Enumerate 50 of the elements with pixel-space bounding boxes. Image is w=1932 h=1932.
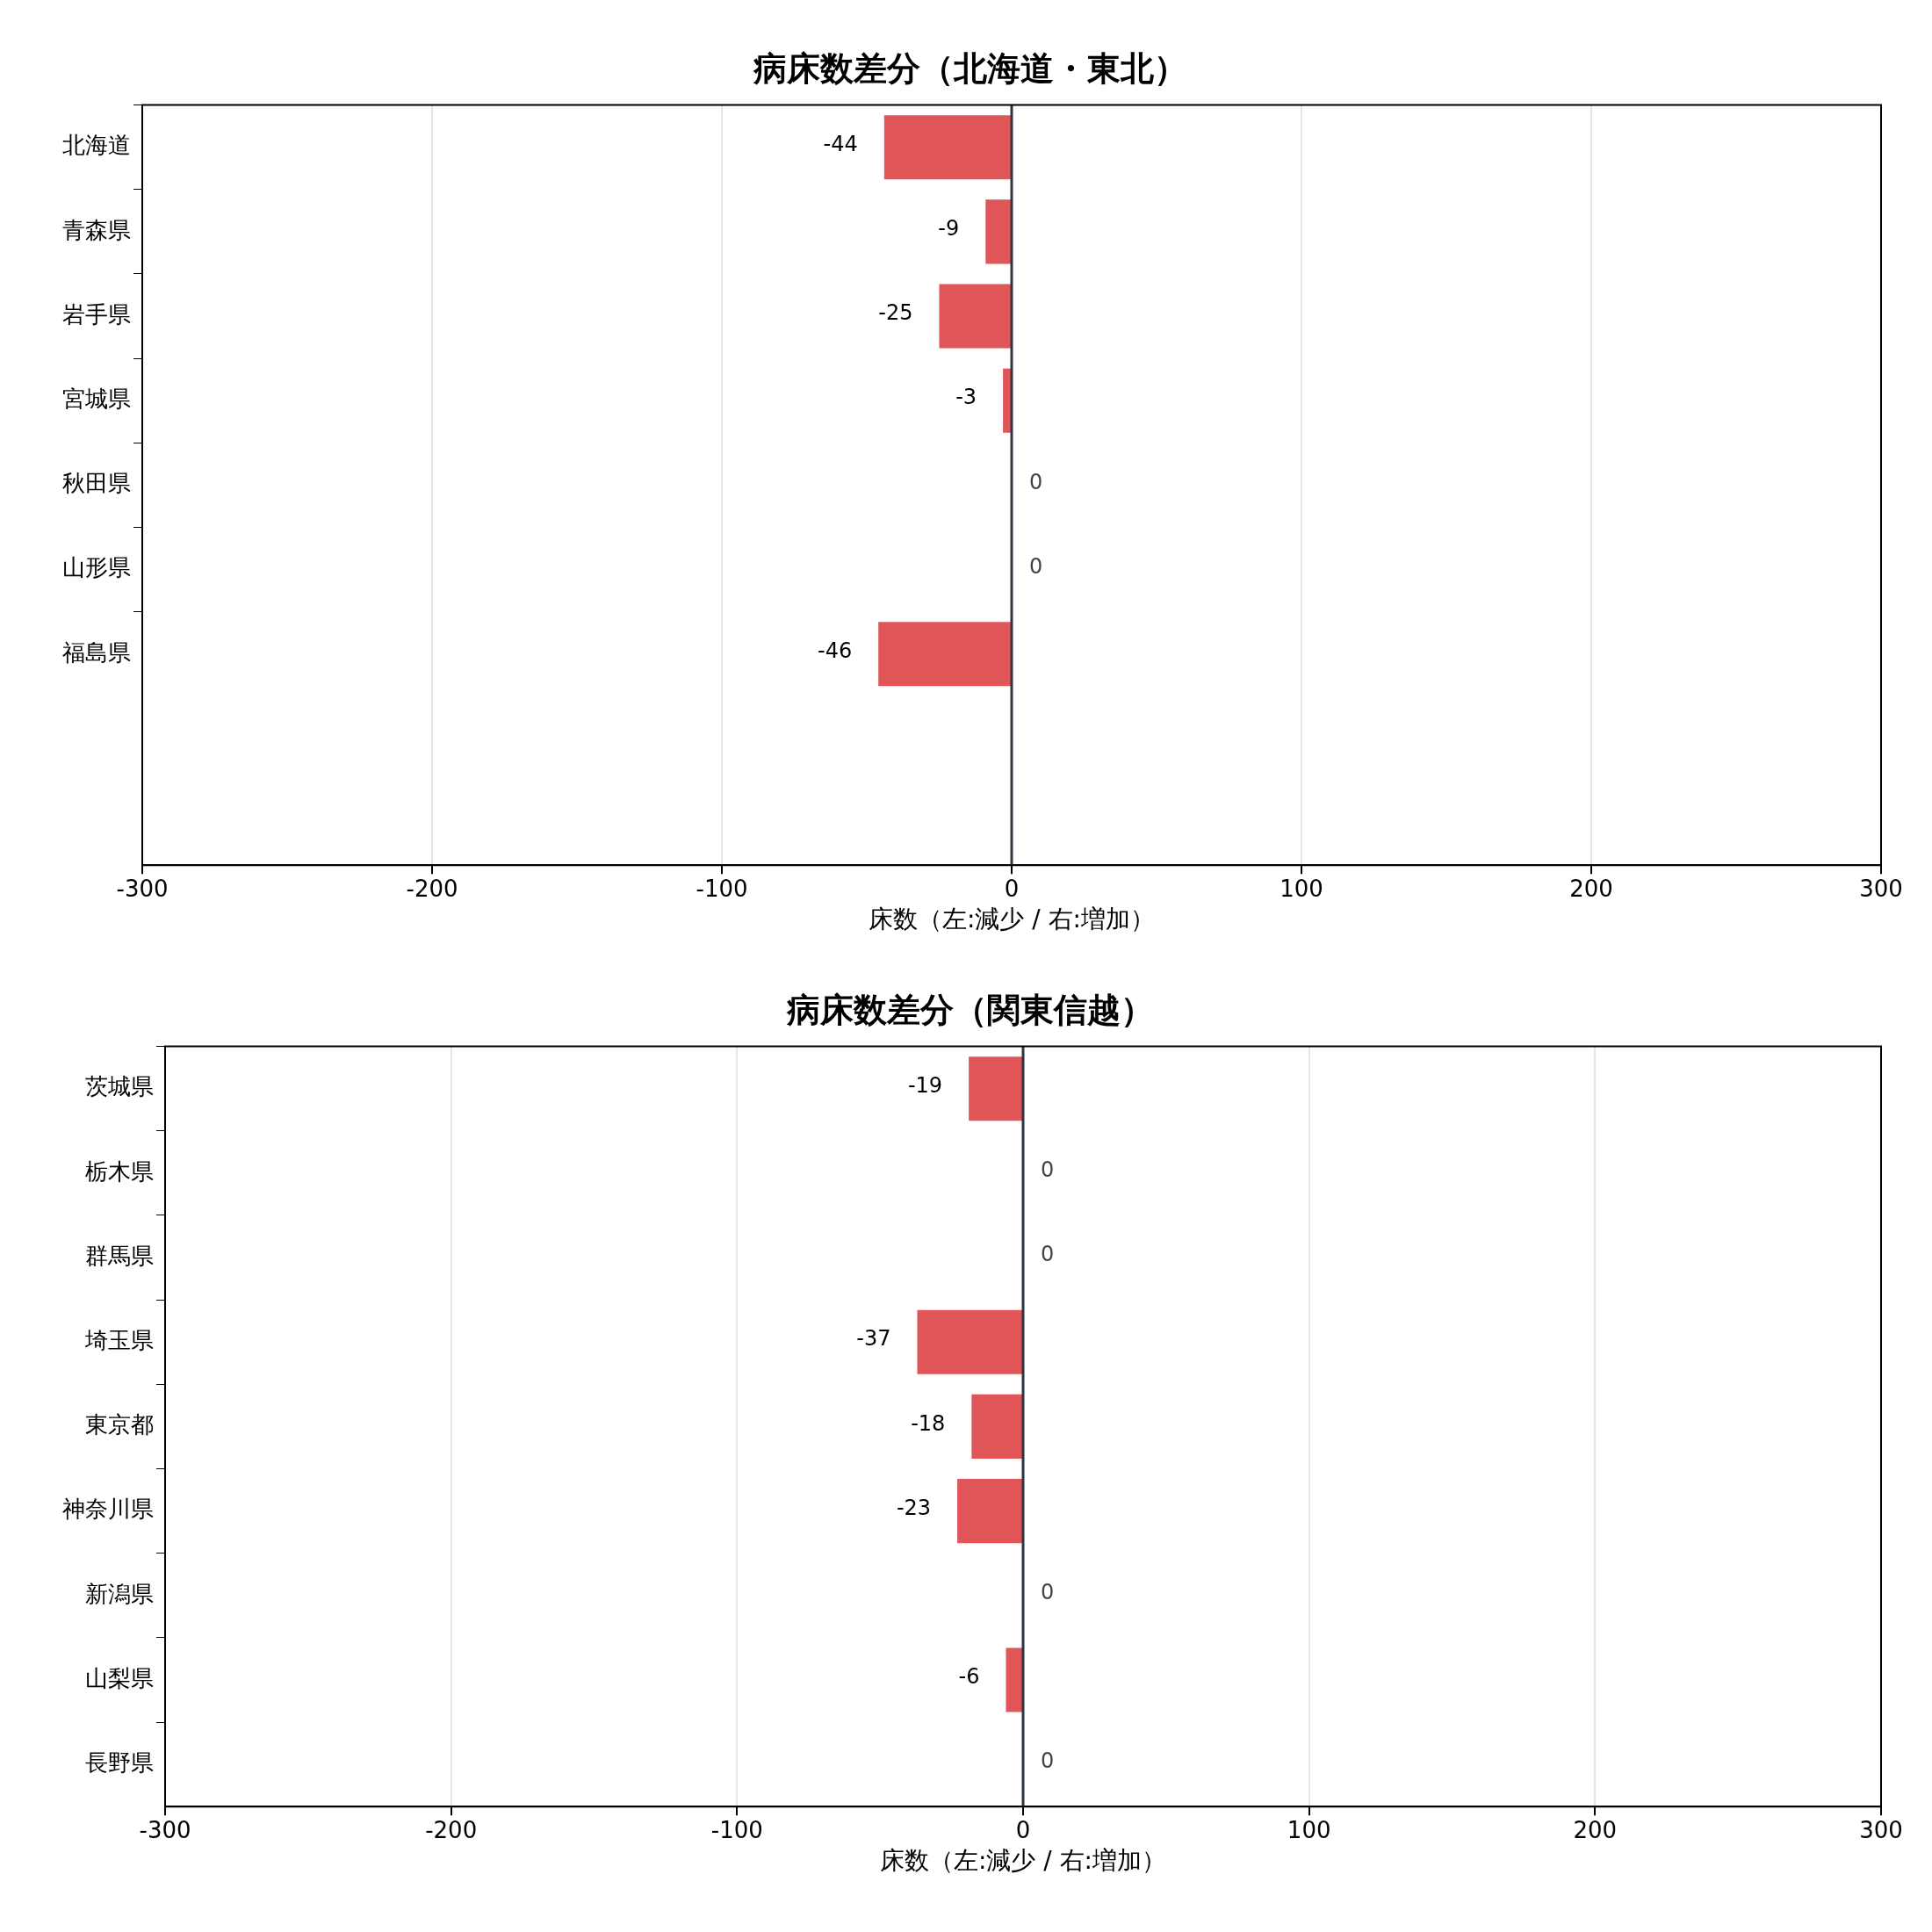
y-tick-label: 長野県 [85, 1748, 154, 1776]
data-label: -25 [878, 300, 913, 326]
data-label: -23 [896, 1495, 932, 1520]
x-tick-label: -300 [116, 875, 169, 902]
x-tick-label: 100 [1287, 1816, 1331, 1843]
y-tick-label: 北海道 [62, 132, 131, 159]
y-tick-label: 宮城県 [62, 385, 131, 412]
x-tick-label: 300 [1859, 875, 1903, 902]
x-tick-label: 100 [1280, 875, 1323, 902]
x-tick-label: -100 [710, 1816, 763, 1843]
y-tick-label: 山形県 [62, 554, 131, 581]
data-label: -3 [955, 385, 977, 410]
y-tick-label: 福島県 [62, 638, 131, 666]
x-tick-label: 200 [1573, 1816, 1618, 1843]
x-tick-label: -300 [139, 1816, 191, 1843]
y-tick-label: 茨城県 [85, 1073, 154, 1100]
x-tick-label: 0 [1015, 1816, 1031, 1843]
data-label: 0 [1041, 1579, 1055, 1604]
data-label: -19 [907, 1072, 943, 1098]
x-tick-label: 0 [1004, 875, 1020, 902]
y-tick-label: 山梨県 [85, 1664, 154, 1691]
y-tick-label: 群馬県 [85, 1242, 154, 1269]
data-label: -44 [823, 131, 858, 156]
data-label: -46 [818, 638, 853, 663]
x-tick-label: -200 [425, 1816, 478, 1843]
y-tick-label: 青森県 [62, 216, 131, 243]
y-tick-label: 新潟県 [85, 1580, 154, 1607]
data-label: 0 [1041, 1748, 1055, 1774]
data-label: -6 [958, 1664, 980, 1690]
data-label: -9 [938, 216, 960, 242]
data-label: 0 [1041, 1157, 1055, 1183]
chart-title: 病床数差分（関東信越） [786, 990, 1154, 1029]
y-tick-label: 岩手県 [62, 300, 131, 328]
x-tick-label: 200 [1569, 875, 1613, 902]
y-tick-label: 東京都 [85, 1411, 154, 1438]
x-tick-label: 300 [1859, 1816, 1903, 1843]
y-tick-label: 神奈川県 [62, 1496, 154, 1523]
data-label: 0 [1029, 469, 1043, 494]
y-tick-label: 秋田県 [62, 470, 131, 497]
data-label: -18 [911, 1410, 946, 1436]
y-tick-label: 栃木県 [85, 1157, 154, 1185]
x-axis-title: 床数（左:減少 / 右:増加） [868, 905, 1156, 934]
chart-title: 病床数差分（北海道・東北） [753, 48, 1187, 88]
data-label: 0 [1041, 1242, 1055, 1267]
y-tick-label: 埼玉県 [84, 1326, 154, 1353]
data-label: -37 [856, 1326, 891, 1352]
x-axis-title: 床数（左:減少 / 右:増加） [879, 1846, 1167, 1876]
x-tick-label: -200 [406, 875, 458, 902]
data-label: 0 [1029, 553, 1043, 579]
x-tick-label: -100 [696, 875, 748, 902]
